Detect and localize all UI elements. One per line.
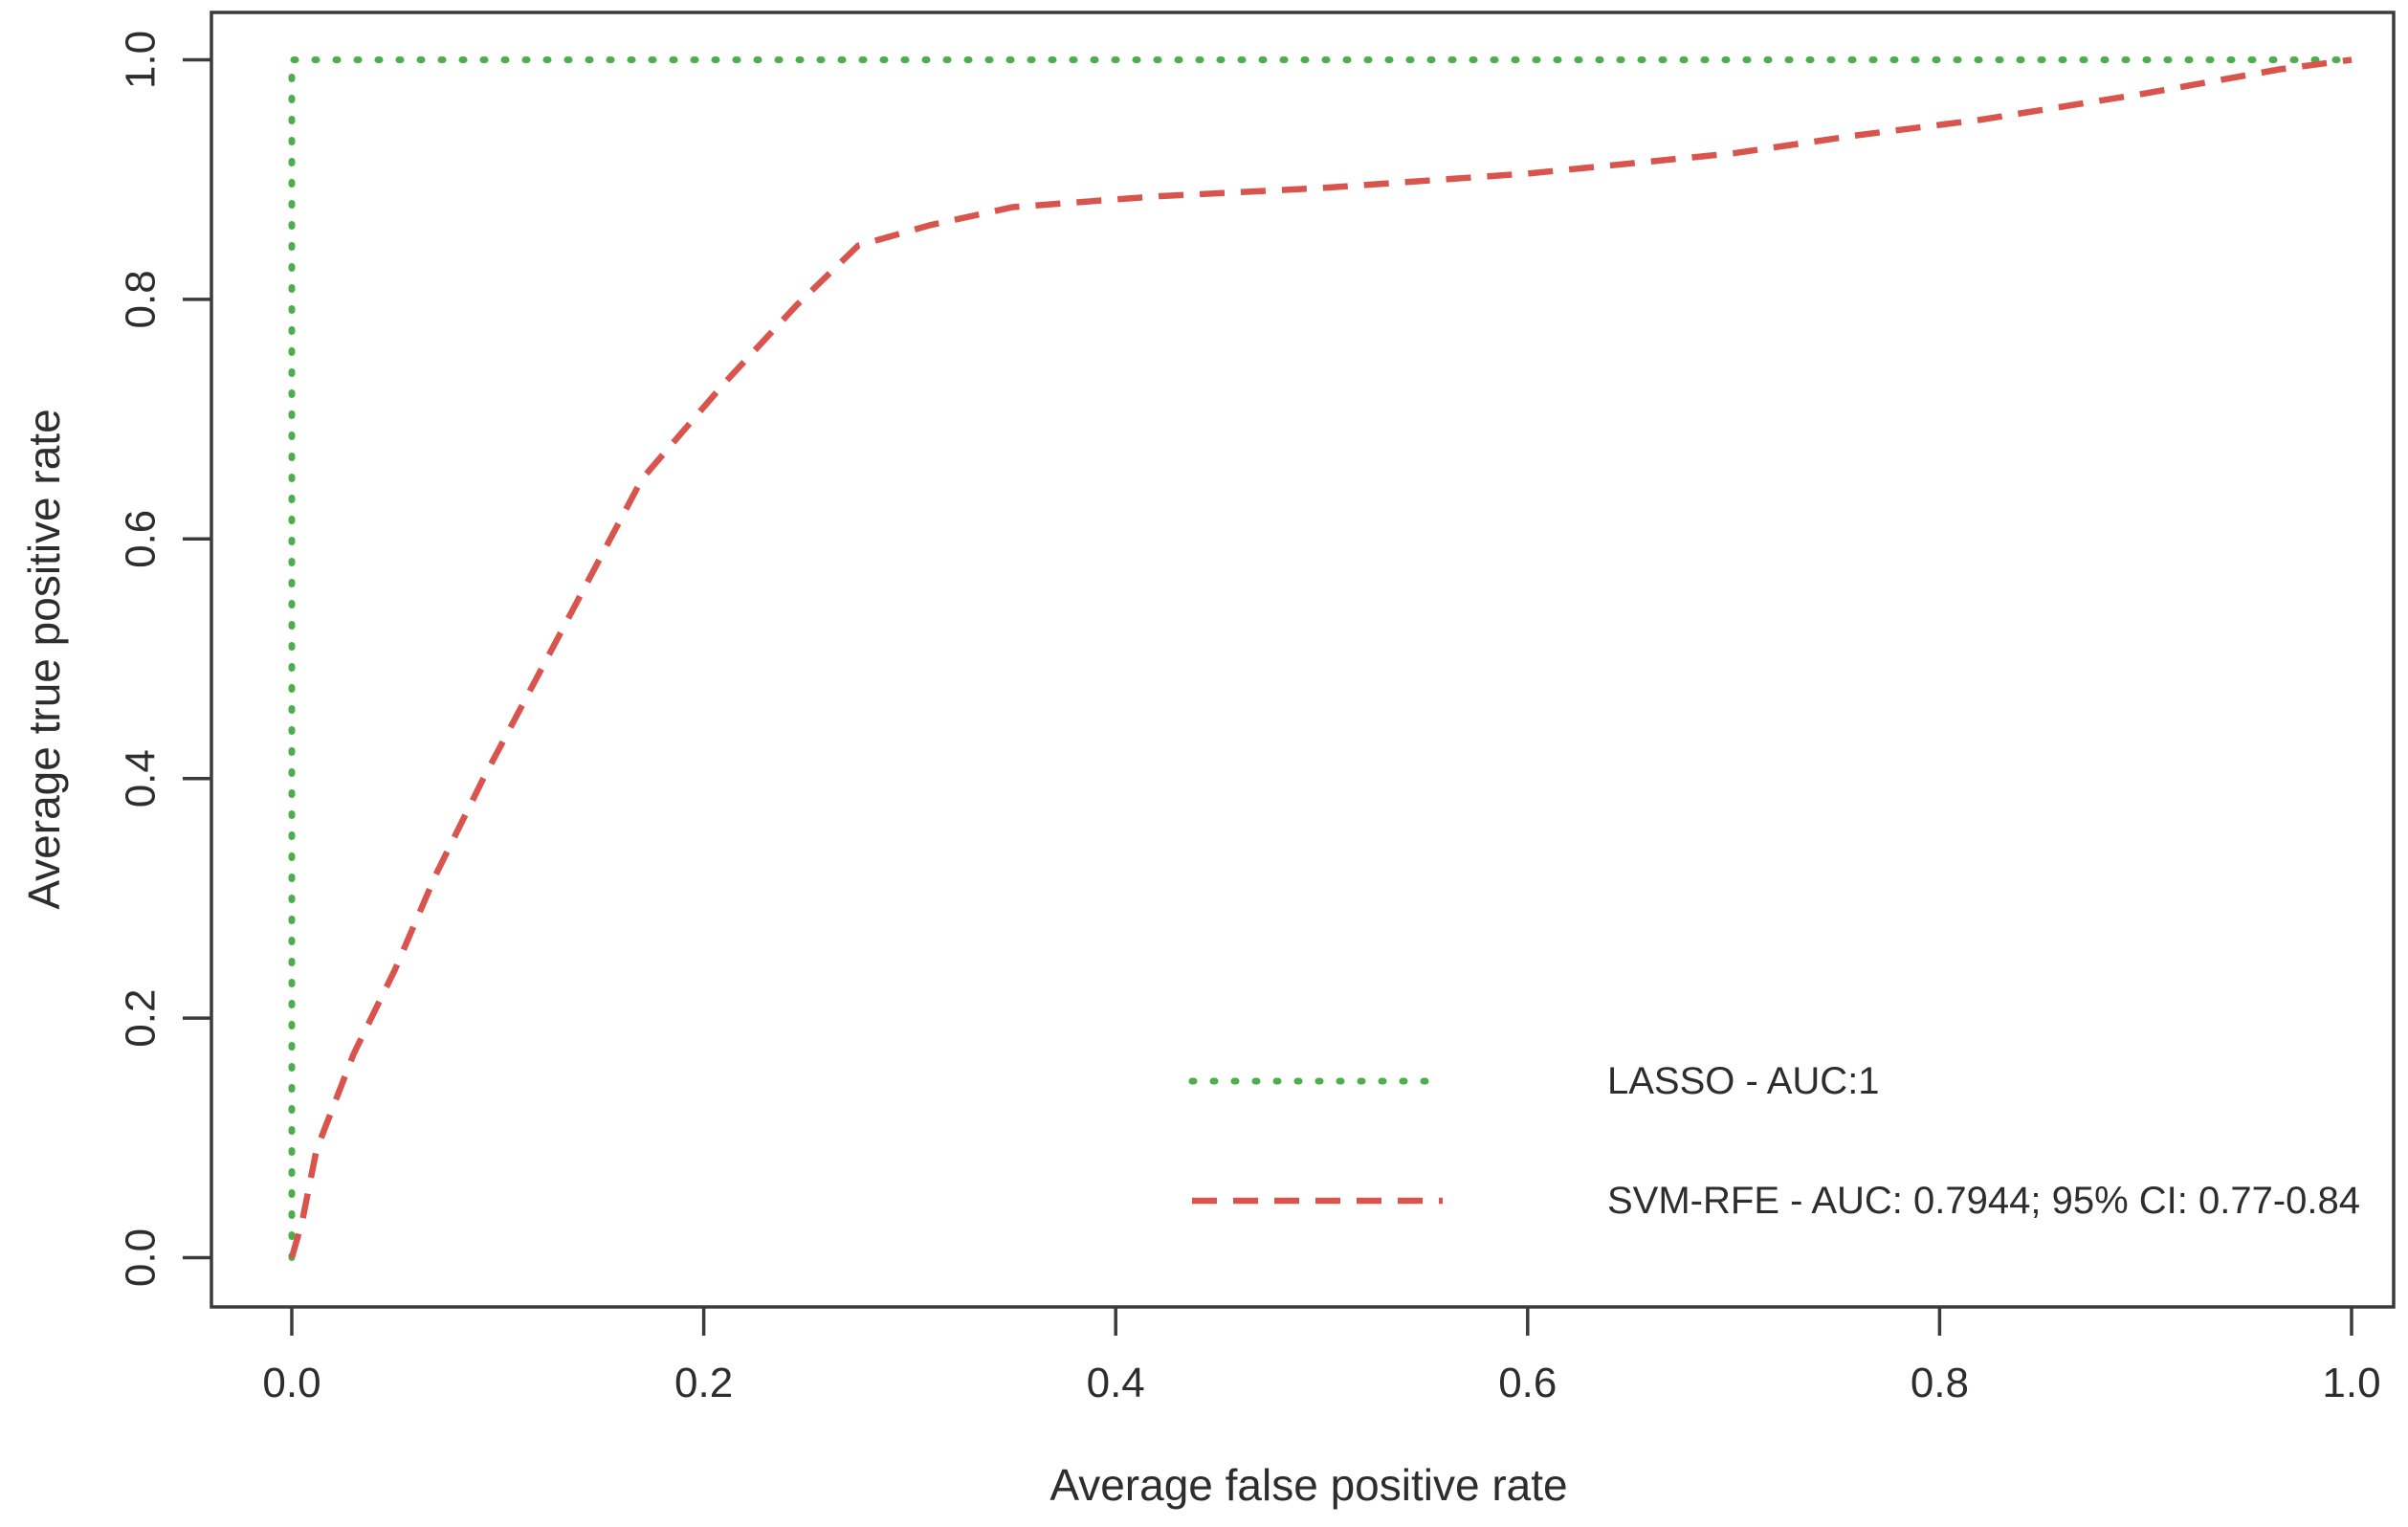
x-tick-label: 1.0 (2322, 1360, 2380, 1406)
x-axis-title: Average false positive rate (1049, 1460, 1567, 1510)
x-tick-label: 0.4 (1087, 1360, 1145, 1406)
y-tick-label: 1.0 (118, 31, 165, 89)
x-tick-label: 0.8 (1911, 1360, 1969, 1406)
x-tick-label: 0.0 (262, 1360, 320, 1406)
x-tick-label: 0.2 (674, 1360, 733, 1406)
y-tick-label: 0.2 (118, 989, 165, 1048)
y-tick-label: 0.4 (118, 749, 165, 808)
lasso-curve (288, 56, 2355, 1261)
legend-label-lasso: LASSO - AUC:1 (1607, 1060, 1880, 1102)
y-axis: 0.0 0.2 0.4 0.6 0.8 1.0 Average true pos… (19, 31, 211, 1287)
x-tick-label: 0.6 (1498, 1360, 1557, 1406)
plot-area (210, 11, 2396, 1309)
y-tick-label: 0.0 (118, 1228, 165, 1287)
x-axis: 0.0 0.2 0.4 0.6 0.8 1.0 Average false po… (262, 1307, 2381, 1510)
legend-label-svm-rfe: SVM-RFE - AUC: 0.7944; 95% CI: 0.77-0.84 (1607, 1180, 2360, 1222)
svm-rfe-curve (288, 56, 2353, 1259)
curves (288, 56, 2355, 1261)
y-tick-label: 0.6 (118, 510, 165, 568)
y-axis-title: Average true positive rate (19, 409, 69, 909)
legend: LASSO - AUC:1 SVM-RFE - AUC: 0.7944; 95%… (1188, 1060, 2360, 1222)
y-tick-label: 0.8 (118, 270, 165, 328)
